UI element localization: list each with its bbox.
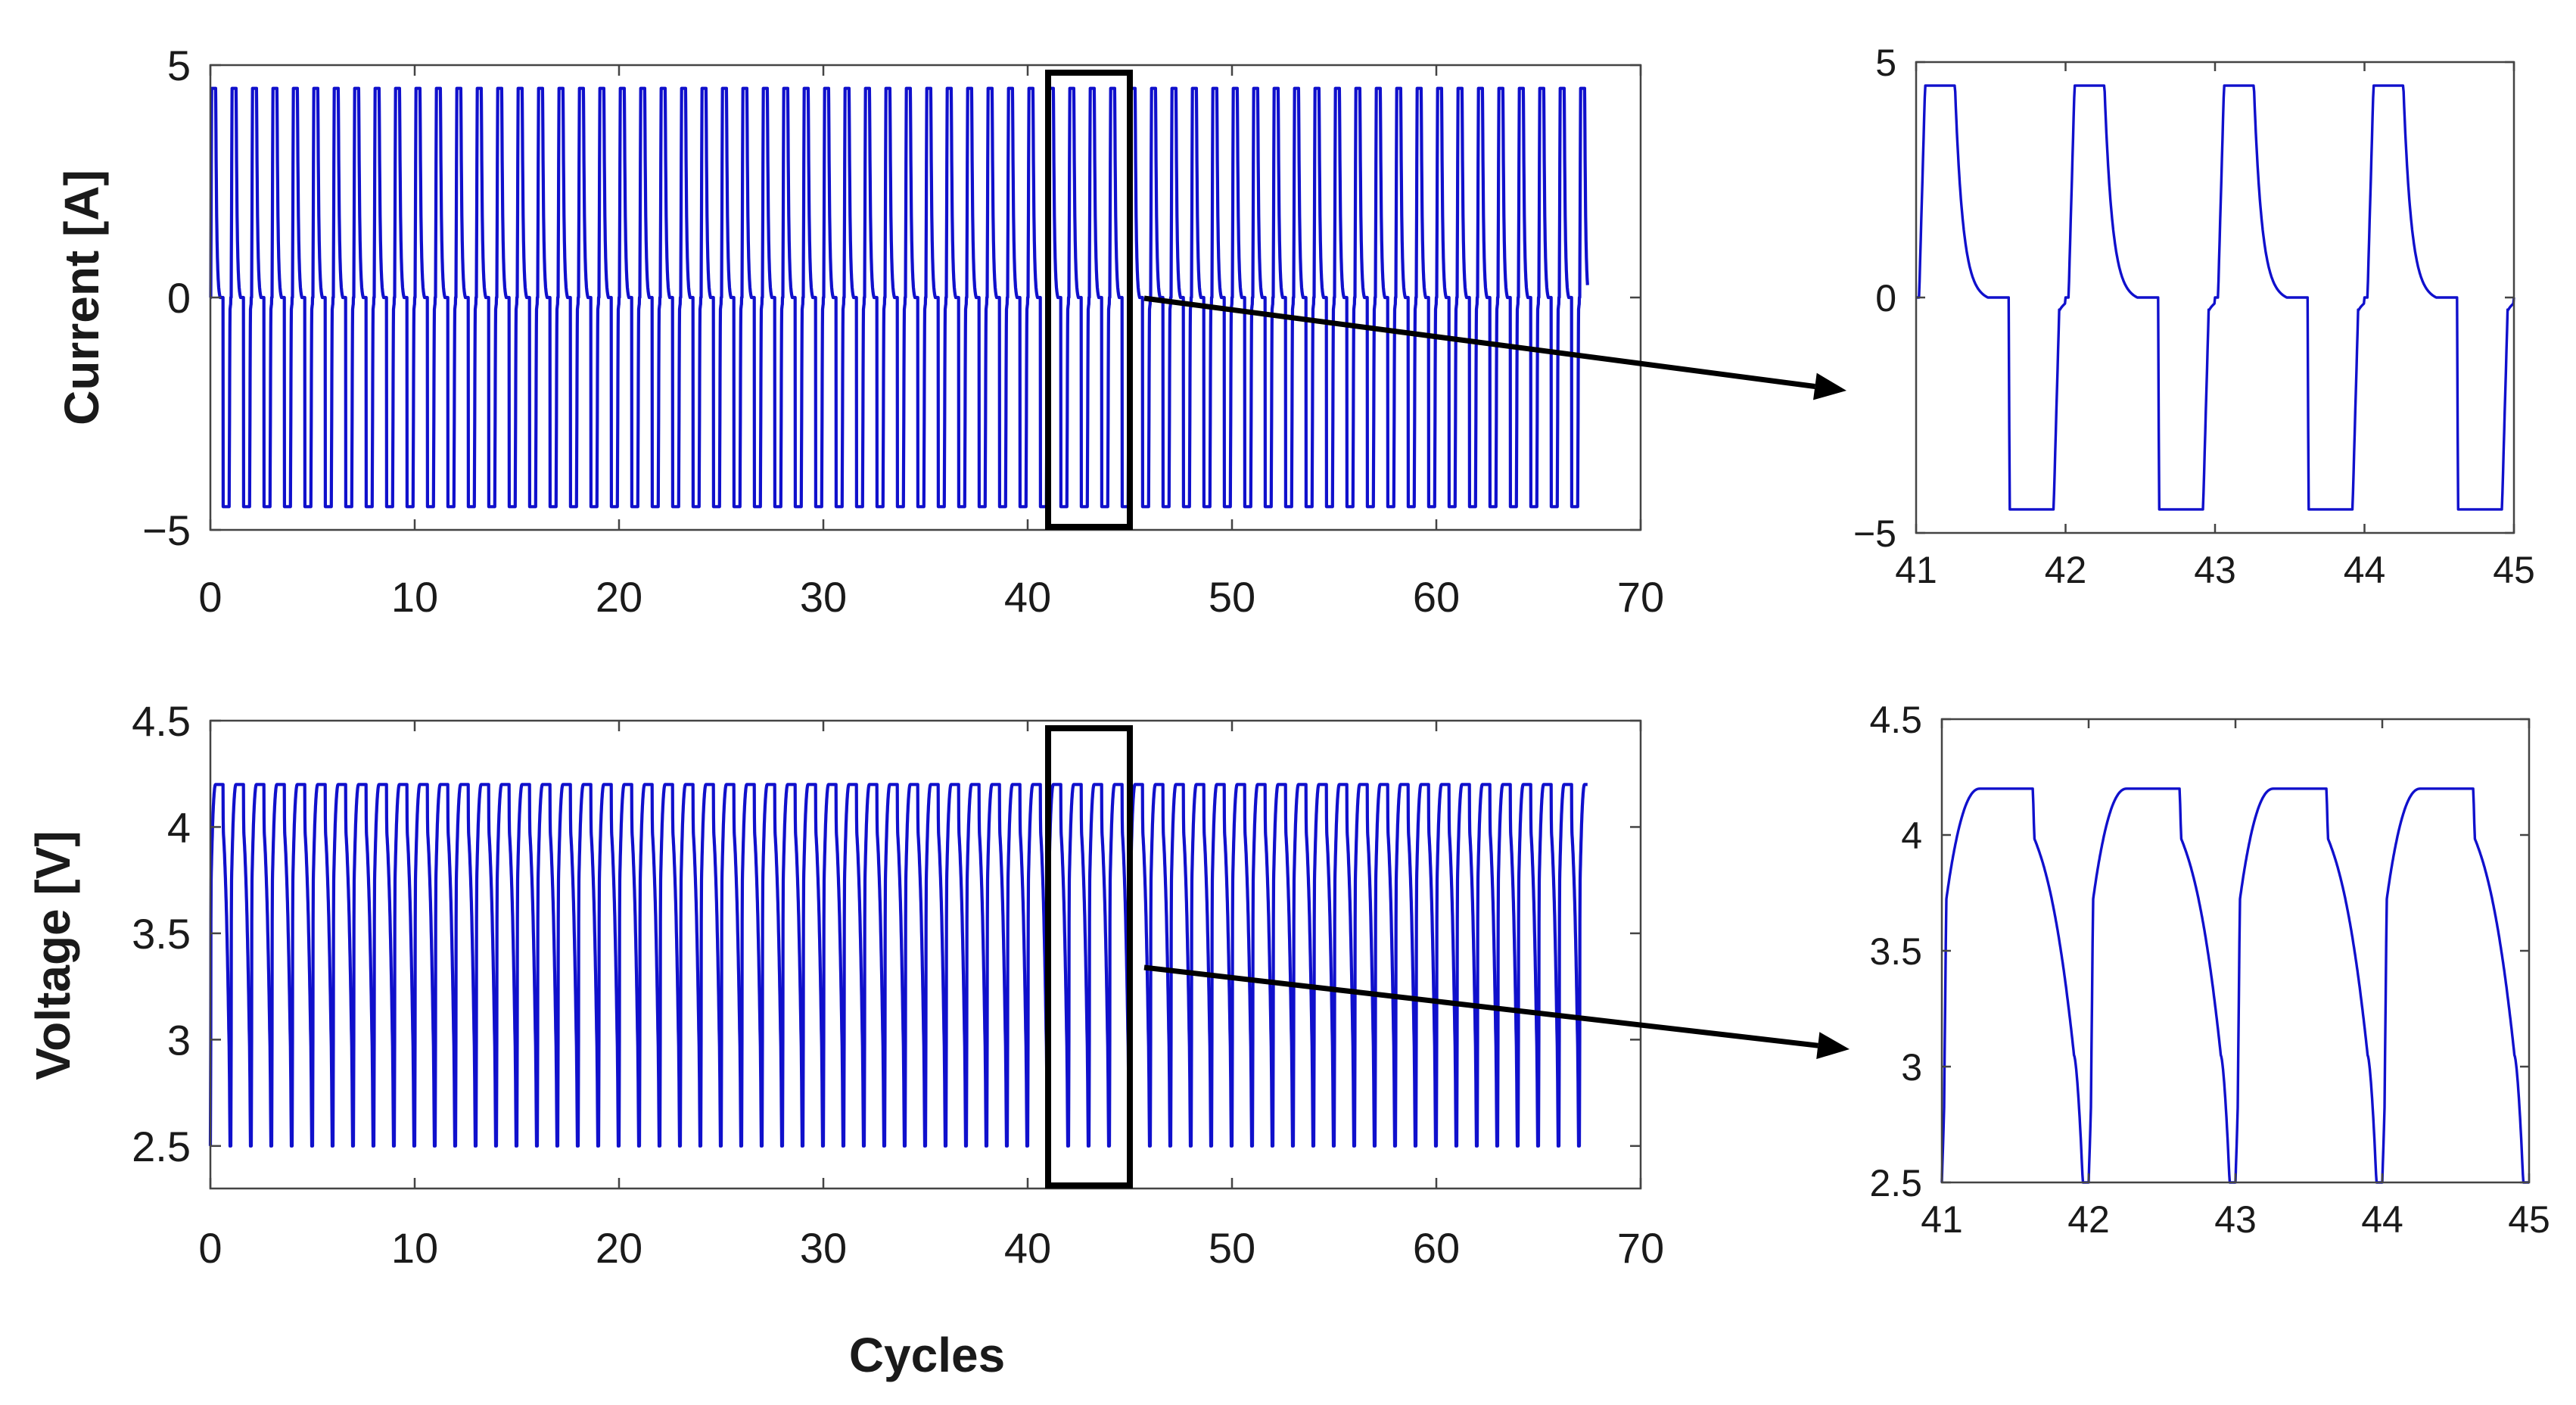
figure-x-axis-label: Cycles	[849, 1328, 1005, 1382]
voltage-zoom-panel: 41 42 43 44 45 2.5 3 3.5 4 4.5	[1869, 699, 2550, 1241]
y-tick-label: 3.5	[1869, 930, 1922, 973]
y-tick-label: 4	[1901, 815, 1922, 857]
x-tick-label: 50	[1209, 1224, 1255, 1272]
y-tick-label: 0	[167, 274, 191, 322]
series-line-current	[209, 86, 1589, 509]
zoom-region-box	[1045, 70, 1133, 530]
y-tick-label: 4	[167, 803, 191, 851]
y-tick-label: 5	[1875, 42, 1896, 84]
zoom-region-box	[1045, 725, 1133, 1188]
y-tick-label: 5	[167, 42, 191, 89]
callout-arrow-head	[1813, 372, 1846, 400]
x-tick-label: 10	[391, 1224, 438, 1272]
y-tick-label: 2.5	[132, 1123, 191, 1170]
y-axis-label: Current [A]	[54, 170, 109, 425]
x-tick-label: 40	[1004, 1224, 1051, 1272]
y-axis-label: Voltage [V]	[26, 830, 80, 1080]
x-tick-label: 41	[1895, 549, 1937, 591]
x-tick-label: 10	[391, 573, 438, 621]
y-tick-label: 3.5	[132, 910, 191, 958]
x-tick-label: 50	[1209, 573, 1255, 621]
x-tick-label: 45	[2508, 1198, 2550, 1241]
series-line-voltage	[1940, 787, 2531, 1184]
x-tick-label: 20	[596, 573, 642, 621]
y-tick-label: 2.5	[1869, 1162, 1922, 1204]
series-line-current	[1915, 84, 2515, 511]
axes-frame	[209, 719, 1642, 1190]
callout-arrows	[1143, 295, 1850, 1060]
x-tick-label: 0	[198, 1224, 222, 1272]
y-tick-label: −5	[1853, 512, 1896, 555]
callout-arrow-line	[1143, 964, 1818, 1048]
x-tick-label: 30	[800, 1224, 847, 1272]
y-tick-label: −5	[142, 506, 191, 554]
y-tick-label: 4.5	[1869, 699, 1922, 741]
x-tick-label: 45	[2493, 549, 2535, 591]
voltage-overview-panel: 0 10 20 30 40 50 60 70 2.5 3 3.5 4 4.5 Voltage [V]	[26, 697, 1664, 1272]
x-tick-label: 43	[2214, 1198, 2257, 1241]
y-tick-label: 3	[167, 1016, 191, 1064]
x-tick-label: 43	[2194, 549, 2236, 591]
x-tick-label: 42	[2045, 549, 2087, 591]
callout-arrow-head	[1816, 1032, 1850, 1060]
x-tick-label: 44	[2361, 1198, 2403, 1241]
x-tick-label: 60	[1413, 573, 1460, 621]
callout-arrow-line	[1143, 295, 1815, 389]
x-tick-label: 70	[1617, 573, 1664, 621]
x-tick-label: 0	[198, 573, 222, 621]
x-tick-label: 40	[1004, 573, 1051, 621]
y-tick-label: 0	[1875, 277, 1896, 319]
x-tick-label: 42	[2067, 1198, 2110, 1241]
x-tick-label: 60	[1413, 1224, 1460, 1272]
x-tick-label: 41	[1921, 1198, 1963, 1241]
x-tick-label: 20	[596, 1224, 642, 1272]
x-tick-label: 30	[800, 573, 847, 621]
x-tick-label: 70	[1617, 1224, 1664, 1272]
y-tick-label: 4.5	[132, 697, 191, 745]
x-tick-label: 44	[2344, 549, 2386, 591]
current-zoom-panel: 41 42 43 44 45 −5 0 5	[1853, 42, 2535, 591]
y-tick-label: 3	[1901, 1046, 1922, 1089]
series-line-voltage	[208, 783, 1589, 1148]
